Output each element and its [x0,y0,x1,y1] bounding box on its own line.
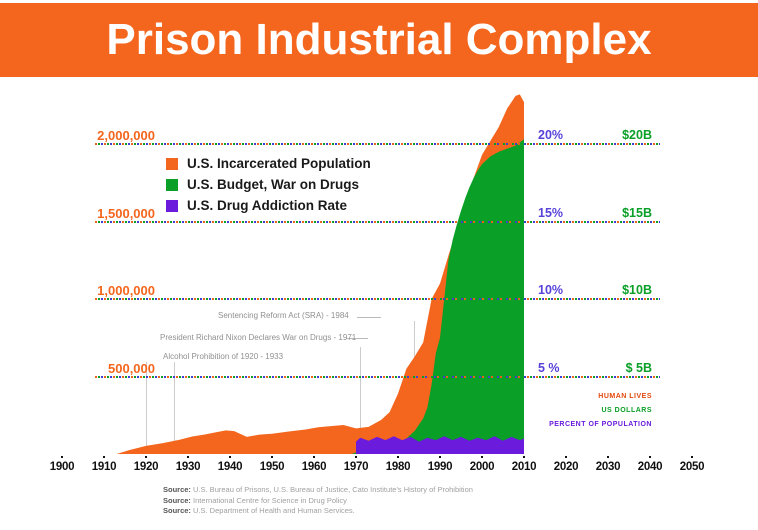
y-axis-label-percent: 20% [538,128,564,142]
legend-swatch-0 [166,157,178,170]
legend-swatch-1 [166,178,178,191]
x-axis-tick-dot [61,456,63,458]
source-label: Source: [163,485,194,494]
x-axis-label: 1930 [175,461,201,473]
x-axis-tick-dot [145,456,147,458]
source-label: Source: [163,506,194,515]
y-axis-label-percent: 10% [538,283,564,297]
x-axis-tick-dot [565,456,567,458]
x-axis-label: 1900 [49,461,75,473]
header-banner: Prison Industrial Complex [0,3,758,77]
x-axis-tick-dot [607,456,609,458]
x-axis-label: 1950 [259,461,285,473]
axis-unit-us-dollars: US DOLLARS [601,407,652,414]
x-axis-label: 2040 [637,461,663,473]
x-axis-label: 2010 [511,461,537,473]
y-axis-label-dollars: $10B [622,283,652,297]
x-axis-label: 2020 [553,461,579,473]
x-axis-tick-dot [523,456,525,458]
x-axis-tick-dot [691,456,693,458]
x-axis-label: 1910 [91,461,117,473]
gridline [95,375,660,378]
area-u-s-incarcerated-population [116,94,524,455]
x-axis-tick-dot [397,456,399,458]
source-line: Source: U.S. Bureau of Prisons, U.S. Bur… [163,485,473,494]
gridline [95,220,660,223]
x-axis-tick-dot [271,456,273,458]
x-axis-label: 2050 [679,461,705,473]
legend-item: U.S. Drug Addiction Rate [166,195,371,216]
legend-swatch-2 [166,199,178,212]
legend-item: U.S. Incarcerated Population [166,153,371,174]
x-axis-tick-dot [229,456,231,458]
x-axis-tick-dot [649,456,651,458]
annotation-guide-line-3 [414,321,415,362]
annotation-2: Alcohol Prohibition of 1920 - 1933 [163,352,284,361]
x-axis-label: 1980 [385,461,411,473]
legend-label: U.S. Incarcerated Population [187,156,371,171]
y-axis-label-percent: 5 % [538,360,560,375]
source-line: Source: U.S. Department of Health and Hu… [163,506,355,515]
x-axis-label: 2030 [595,461,621,473]
legend-label: U.S. Budget, War on Drugs [187,177,359,192]
x-axis-tick-dot [355,456,357,458]
y-axis-label-population: 1,500,000 [97,205,155,221]
annotation-1: President Richard Nixon Declares War on … [160,333,357,342]
x-axis-tick-dot [481,456,483,458]
legend-item: U.S. Budget, War on Drugs [166,174,371,195]
annotation-guide-line-2 [360,347,361,438]
x-axis-label: 1940 [217,461,243,473]
x-axis-label: 1970 [343,461,369,473]
x-axis-label: 1960 [301,461,327,473]
annotation-guide-line-1 [174,362,175,443]
y-axis-label-percent: 15% [538,205,564,220]
legend: U.S. Incarcerated Population U.S. Budget,… [166,153,371,216]
page-title: Prison Industrial Complex [106,15,652,64]
source-label: Source: [163,495,194,505]
x-axis-tick-dot [187,456,189,458]
annotation-connector-1 [346,338,368,339]
area-u-s-drug-addiction-rate [356,436,524,454]
annotation-guide-line-0 [146,362,147,447]
y-axis-label-population: 500,000 [108,360,155,376]
area-u-s-budget-war-on-drugs [351,139,524,455]
source-line: Source: International Centre for Science… [163,495,347,505]
x-axis-tick-dot [103,456,105,458]
gridline [95,143,660,145]
y-axis-label-dollars: $ 5B [625,360,652,375]
annotation-0: Sentencing Reform Act (SRA) - 1984 [218,311,349,320]
x-axis-label: 1920 [133,461,159,473]
y-axis-label-dollars: $20B [622,128,652,142]
x-axis-label: 2000 [469,461,495,473]
annotation-connector-0 [357,317,381,318]
axis-unit-percent-of-population: PERCENT OF POPULATION [549,421,652,428]
y-axis-label-population: 1,000,000 [97,283,155,298]
y-axis-label-population: 2,000,000 [97,128,155,143]
x-axis-label: 1990 [427,461,453,473]
y-axis-label-dollars: $15B [622,205,652,220]
axis-unit-human-lives: HUMAN LIVES [598,393,652,400]
x-axis-tick-dot [439,456,441,458]
gridline [95,298,660,300]
legend-label: U.S. Drug Addiction Rate [187,198,348,213]
x-axis-tick-dot [313,456,315,458]
